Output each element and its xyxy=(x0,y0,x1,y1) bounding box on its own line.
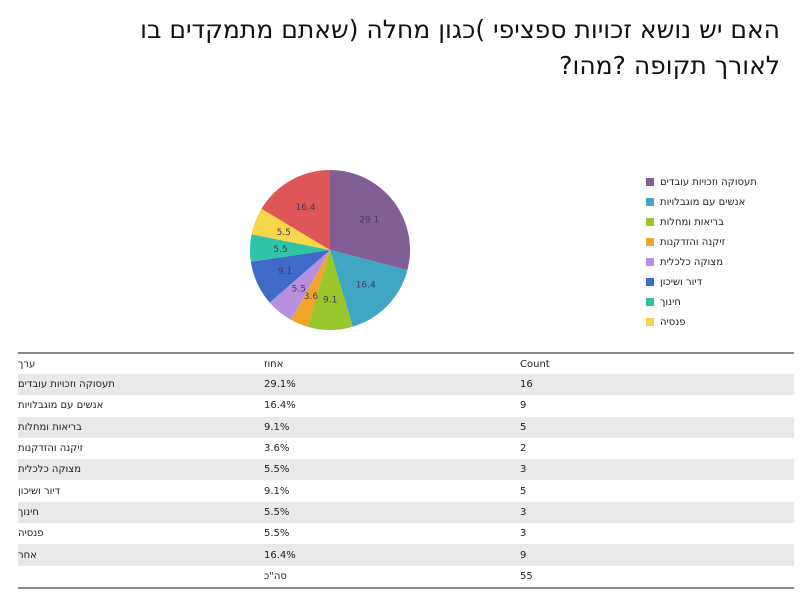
legend-swatch xyxy=(646,258,654,266)
header-value: ערך xyxy=(18,358,36,370)
table-row: דיור ושיכון 9.1% 5 xyxy=(18,480,794,501)
pie-slice xyxy=(269,250,330,320)
data-table: ערך אחוז Count תעסוקה וזכויות עובדים 29.1… xyxy=(18,352,794,589)
pie-slice xyxy=(261,170,330,250)
cell-value: תעסוקה וזכויות עובדים xyxy=(18,374,264,396)
slice-value-label: 3.6 xyxy=(304,292,319,302)
legend-label: פנסיה xyxy=(660,316,686,328)
pie-slice xyxy=(330,250,408,327)
cell-count: 9 xyxy=(520,544,794,566)
legend-swatch xyxy=(646,218,654,226)
slice-value-label: 9.1 xyxy=(323,296,337,306)
pie-slice xyxy=(307,250,353,330)
cell-value xyxy=(18,565,264,588)
cell-count: 3 xyxy=(520,459,794,481)
chart-legend: תעסוקה וזכויות עובדים אנשים עם מוגבלויות ב… xyxy=(646,172,786,332)
header-count: Count xyxy=(520,358,550,370)
cell-count: 3 xyxy=(520,528,527,540)
legend-item: פנסיה xyxy=(646,312,786,332)
cell-count: 5 xyxy=(520,416,794,438)
pie-slice xyxy=(291,250,330,327)
table-row: בריאות ומחלות 9.1% 5 xyxy=(18,416,794,438)
legend-label: זיקנה והזדקנות xyxy=(660,236,726,248)
slice-value-label: 9.1 xyxy=(278,267,292,277)
legend-swatch xyxy=(646,278,654,286)
legend-label: תעסוקה וזכויות עובדים xyxy=(660,176,757,188)
pie-slice xyxy=(250,250,330,303)
cell-value: בריאות ומחלות xyxy=(18,416,264,438)
legend-label: דיור ושיכון xyxy=(660,276,703,288)
table-row: מצוקה כלכלית 5.5% 3 xyxy=(18,459,794,481)
legend-label: אנשים עם מוגבלויות xyxy=(660,196,746,208)
legend-label: מצוקה כלכלית xyxy=(660,256,724,268)
pie-slice xyxy=(251,208,330,250)
legend-item: בריאות ומחלות xyxy=(646,212,786,232)
cell-percent: סה"כ xyxy=(264,565,520,588)
slice-value-label: 16.4 xyxy=(296,203,316,213)
slice-value-label: 5.5 xyxy=(273,245,287,255)
legend-swatch xyxy=(646,238,654,246)
cell-value: דיור ושיכון xyxy=(18,485,61,497)
legend-swatch xyxy=(646,178,654,186)
page-title: האם יש נושא זכויות ספציפי )כגון מחלה (שא… xyxy=(140,15,780,80)
legend-item: זיקנה והזדקנות xyxy=(646,232,786,252)
header-percent: אחוז xyxy=(264,358,284,370)
table-row: תעסוקה וזכויות עובדים 29.1% 16 xyxy=(18,374,794,396)
table-row: זיקנה והזדקנות 3.6% 2 xyxy=(18,438,794,459)
legend-label: בריאות ומחלות xyxy=(660,216,724,228)
cell-value: חינוך xyxy=(18,501,264,524)
cell-value: פנסיה xyxy=(18,528,44,540)
cell-percent: 16.4% xyxy=(264,544,520,566)
cell-value: אנשים עם מוגבלויות xyxy=(18,400,104,412)
table-row: פנסיה 5.5% 3 xyxy=(18,523,794,544)
cell-count: 2 xyxy=(520,443,527,455)
cell-count: 16 xyxy=(520,374,794,396)
table-row: אנשים עם מוגבלויות 16.4% 9 xyxy=(18,395,794,416)
cell-percent: 9.1% xyxy=(264,416,520,438)
cell-percent: 5.5% xyxy=(264,459,520,481)
cell-percent: 9.1% xyxy=(264,485,290,497)
cell-percent: 16.4% xyxy=(264,400,296,412)
legend-item: דיור ושיכון xyxy=(646,272,786,292)
table-total-row: סה"כ 55 xyxy=(18,565,794,588)
pie-slice xyxy=(250,234,330,262)
cell-value: מצוקה כלכלית xyxy=(18,459,264,481)
legend-swatch xyxy=(646,198,654,206)
cell-count: 3 xyxy=(520,501,794,524)
slice-value-label: 29.1 xyxy=(359,216,379,226)
legend-label: חינוך xyxy=(660,296,681,308)
slice-value-label: 5.5 xyxy=(292,285,306,295)
table-row: אחר 16.4% 9 xyxy=(18,544,794,566)
legend-item: חינוך xyxy=(646,292,786,312)
legend-item: תעסוקה וזכויות עובדים xyxy=(646,172,786,192)
slice-value-label: 5.5 xyxy=(277,228,291,238)
pie-chart: 29.116.49.13.65.59.15.55.516.4 xyxy=(250,170,410,330)
cell-count: 9 xyxy=(520,400,527,412)
cell-value: אחר xyxy=(18,544,264,566)
cell-count: 5 xyxy=(520,485,527,497)
cell-percent: 5.5% xyxy=(264,528,290,540)
cell-percent: 3.6% xyxy=(264,443,290,455)
legend-item: מצוקה כלכלית xyxy=(646,252,786,272)
pie-slice xyxy=(330,170,410,271)
cell-count: 55 xyxy=(520,565,794,588)
cell-percent: 5.5% xyxy=(264,501,520,524)
slice-value-label: 16.4 xyxy=(356,280,376,290)
cell-percent: 29.1% xyxy=(264,374,520,396)
table-row: חינוך 5.5% 3 xyxy=(18,501,794,524)
legend-swatch xyxy=(646,298,654,306)
cell-value: זיקנה והזדקנות xyxy=(18,443,84,455)
table-header-row: ערך אחוז Count xyxy=(18,353,794,374)
legend-swatch xyxy=(646,318,654,326)
legend-item: אנשים עם מוגבלויות xyxy=(646,192,786,212)
